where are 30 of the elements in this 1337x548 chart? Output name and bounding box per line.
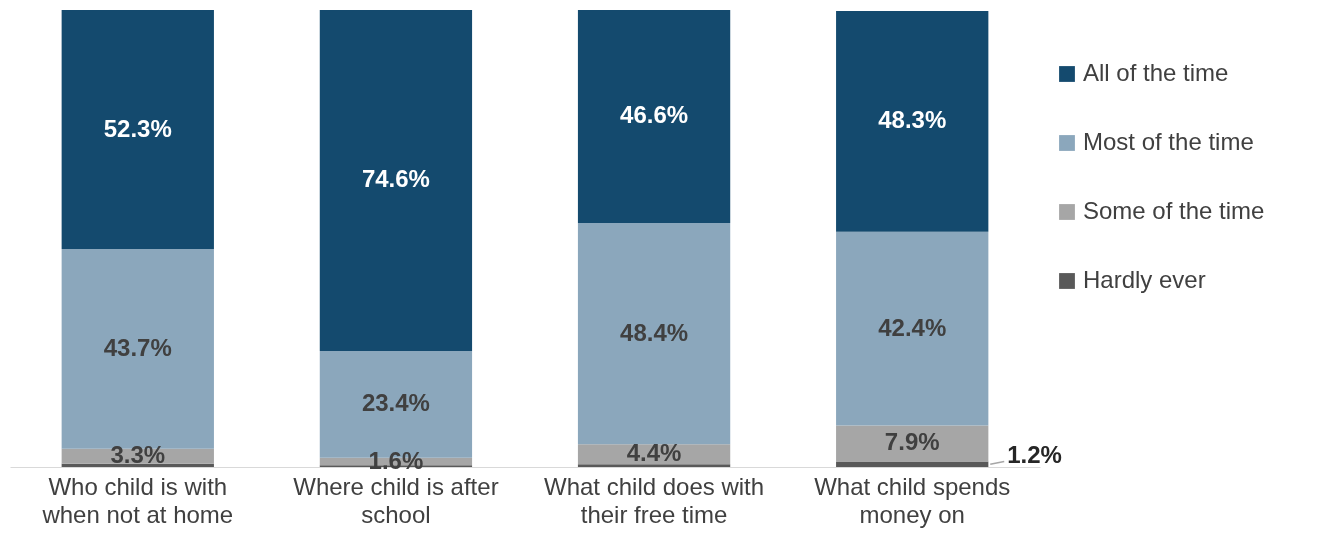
data-label: 1.2%: [1007, 441, 1062, 469]
bar: [577, 464, 731, 467]
data-label: 52.3%: [103, 114, 172, 142]
bar: [319, 10, 473, 351]
bar: [836, 10, 989, 232]
x-tick-label: What child does with their free time: [544, 472, 765, 528]
x-tick-label: Where child is after school: [293, 472, 499, 528]
legend-label: Most of the time: [1083, 128, 1254, 155]
data-label: 46.6%: [620, 101, 689, 129]
data-label: 7.9%: [884, 428, 940, 456]
x-tick-label: Who child is with when not at home: [41, 472, 234, 528]
bar: [836, 461, 989, 467]
x-tick-label: What child spends money on: [814, 472, 1011, 528]
data-label: 74.6%: [361, 165, 430, 193]
data-label: 42.4%: [878, 313, 947, 341]
bar: [836, 425, 989, 462]
data-label: 3.3%: [110, 441, 166, 469]
data-label: 4.4%: [626, 439, 682, 467]
bar: [577, 10, 731, 223]
bar: [61, 10, 214, 250]
data-label: 48.3%: [878, 106, 947, 134]
data-label: 23.4%: [361, 389, 430, 417]
bar: [577, 222, 731, 445]
legend-label: Some of the time: [1083, 197, 1265, 224]
data-label: 43.7%: [103, 333, 172, 361]
legend-label: Hardly ever: [1083, 266, 1206, 293]
bar: [61, 463, 214, 467]
bar: [836, 231, 989, 426]
legend-label: All of the time: [1083, 59, 1229, 86]
data-label: 48.4%: [620, 318, 689, 346]
